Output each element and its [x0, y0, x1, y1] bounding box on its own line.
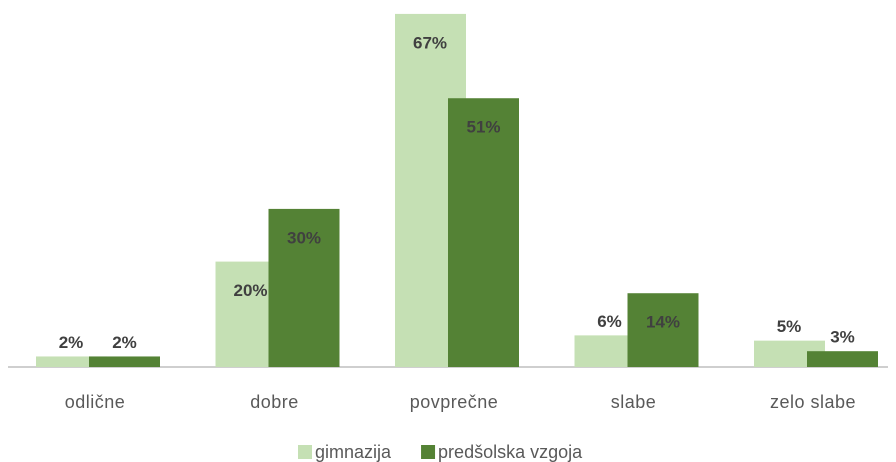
legend-swatch — [421, 445, 436, 459]
value-label: 67% — [413, 33, 447, 52]
value-label: 2% — [59, 333, 84, 352]
value-label: 30% — [287, 228, 321, 247]
bar — [807, 351, 878, 367]
value-label: 20% — [233, 281, 267, 300]
x-tick-label: slabe — [611, 392, 657, 412]
legend-label: gimnazija — [315, 442, 392, 462]
bar — [36, 356, 107, 367]
legend-swatch — [298, 445, 312, 459]
bar — [89, 356, 160, 367]
bar — [448, 98, 519, 367]
bar — [627, 293, 699, 367]
value-label: 2% — [112, 333, 137, 352]
x-tick-label: odlične — [65, 392, 126, 412]
value-label: 5% — [777, 317, 802, 336]
legend-label: predšolska vzgoja — [438, 442, 583, 462]
x-tick-label: zelo slabe — [770, 392, 856, 412]
x-tick-label: povprečne — [410, 392, 499, 412]
value-label: 14% — [646, 313, 680, 332]
x-tick-label: dobre — [250, 392, 299, 412]
bar — [268, 208, 340, 367]
value-label: 6% — [597, 312, 622, 331]
value-label: 51% — [466, 118, 500, 137]
value-label: 3% — [830, 328, 855, 347]
